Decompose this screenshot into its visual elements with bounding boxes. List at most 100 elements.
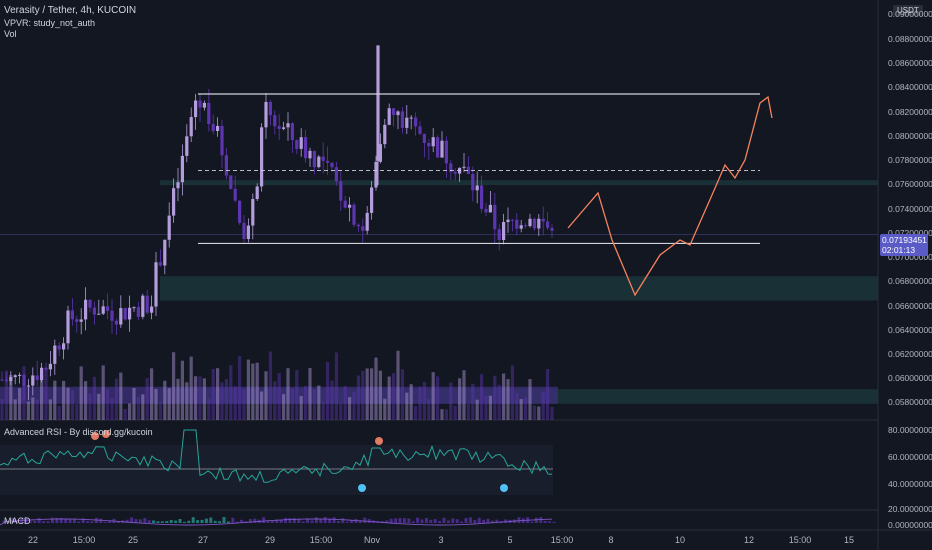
volume-bar: [519, 399, 523, 420]
macd-histogram-bar: [37, 517, 41, 523]
volume-bar: [317, 385, 321, 420]
candle-body: [484, 208, 488, 213]
macd-histogram-bar: [226, 521, 230, 523]
candle-body: [304, 137, 308, 159]
macd-histogram-bar: [433, 519, 437, 523]
candle-body: [334, 167, 338, 182]
candle-body: [70, 310, 74, 320]
volume-bar: [70, 390, 74, 420]
macd-histogram-bar: [350, 520, 354, 523]
candle-body: [246, 225, 250, 240]
macd-histogram-bar: [178, 518, 182, 523]
macd-panel-title[interactable]: MACD: [4, 516, 31, 526]
time-axis-label: 3: [438, 535, 444, 545]
candle-body: [189, 117, 193, 137]
macd-histogram-bar: [165, 521, 169, 523]
volume-bar: [506, 379, 510, 420]
candle-body: [136, 307, 140, 317]
price-axis-label: 0.07400000: [888, 204, 932, 214]
macd-histogram-bar: [486, 518, 490, 523]
candle-body: [224, 155, 228, 176]
volume-bar: [132, 388, 136, 420]
vpvr-indicator-label[interactable]: VPVR: study_not_auth: [4, 18, 96, 28]
macd-histogram-bar: [468, 517, 472, 523]
volume-bar: [119, 372, 123, 420]
volume-bar: [528, 379, 532, 420]
candle-body: [202, 102, 206, 108]
macd-histogram-bar: [424, 517, 428, 523]
volume-bar: [541, 391, 545, 420]
volume-bar: [4, 370, 8, 420]
macd-histogram-bar: [204, 518, 208, 523]
candle-body: [123, 308, 127, 320]
volume-bar: [449, 382, 453, 420]
macd-histogram-bar: [446, 520, 450, 523]
volume-bar: [374, 357, 378, 420]
macd-axis-label: 0.00000000: [888, 520, 932, 530]
volume-bar: [97, 393, 101, 420]
volume-bar: [356, 375, 360, 420]
candle-body: [361, 226, 365, 231]
volume-bar: [480, 374, 484, 420]
macd-histogram-bar: [411, 521, 415, 523]
macd-histogram-bar: [64, 519, 68, 523]
candle-body: [176, 182, 180, 189]
time-axis-label: 15:00: [788, 535, 812, 545]
volume-bar: [475, 399, 479, 420]
candle-body: [427, 142, 431, 147]
volume-bar: [497, 384, 501, 420]
price-axis-label: 0.05800000: [888, 397, 932, 407]
candle-body: [282, 127, 286, 129]
volume-bar: [290, 388, 294, 420]
volume-bar: [277, 373, 281, 420]
candle-body: [62, 343, 66, 350]
volume-bar: [145, 378, 149, 420]
candle-body: [497, 229, 501, 241]
candle-body: [550, 227, 554, 231]
price-axis-label: 0.07200000: [888, 228, 932, 238]
macd-histogram-bar: [543, 521, 547, 523]
candle-body: [106, 306, 110, 311]
candle-body: [308, 150, 312, 159]
candle-body: [220, 125, 224, 156]
vol-indicator-label[interactable]: Vol: [4, 29, 17, 39]
time-axis-label: 15: [843, 535, 855, 545]
time-axis-label: 29: [264, 535, 276, 545]
volume-bar: [330, 380, 334, 420]
volume-bar: [194, 376, 198, 420]
time-axis-label: 15:00: [550, 535, 574, 545]
volume-bar: [502, 373, 506, 420]
volume-bar: [26, 401, 30, 420]
macd-histogram-bar: [28, 521, 32, 523]
macd-histogram-bar: [59, 517, 63, 523]
volume-bar: [462, 370, 466, 420]
rsi-panel-title[interactable]: Advanced RSI - By discord.gg/kucoin: [4, 427, 153, 437]
candle-body: [418, 126, 422, 134]
volume-bar: [466, 404, 470, 420]
volume-bar: [304, 386, 308, 420]
macd-histogram-bar: [196, 520, 200, 523]
volume-bar: [418, 386, 422, 420]
candle-body: [471, 174, 475, 191]
volume-bar: [524, 397, 528, 420]
candle-body: [251, 199, 255, 226]
volume-bar: [167, 388, 171, 420]
volume-bar: [13, 399, 17, 420]
volume-bar: [299, 396, 303, 420]
price-axis-label: 0.09000000: [888, 9, 932, 19]
candle-body: [409, 117, 413, 119]
candle-body: [141, 295, 145, 317]
macd-histogram-bar: [539, 517, 543, 523]
macd-histogram-bar: [460, 521, 464, 523]
symbol-title[interactable]: Verasity / Tether, 4h, KUCOIN: [4, 5, 137, 16]
volume-bar: [321, 402, 325, 420]
volume-bar: [220, 382, 224, 420]
volume-bar: [493, 375, 497, 420]
volume-bar: [48, 399, 52, 420]
macd-histogram-bar: [438, 521, 442, 523]
macd-histogram-bar: [182, 521, 186, 523]
candle-body: [13, 375, 17, 378]
time-axis-label: 15:00: [72, 535, 96, 545]
